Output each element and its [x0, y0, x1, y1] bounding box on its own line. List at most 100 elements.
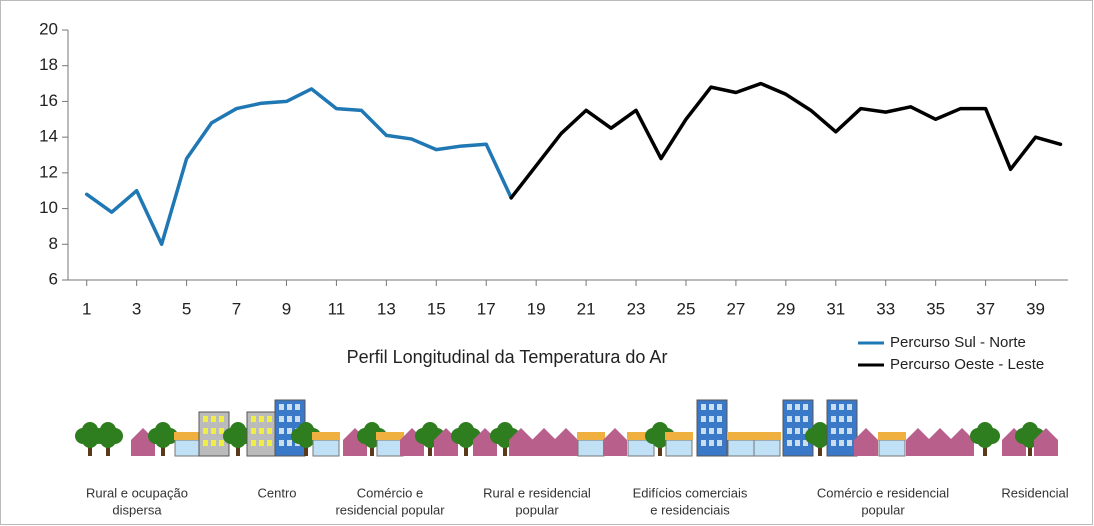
- y-tick-label: 6: [49, 269, 58, 288]
- window: [251, 440, 256, 446]
- zone-label: popular: [861, 502, 905, 517]
- window: [831, 440, 836, 446]
- shop-roof: [665, 432, 693, 440]
- shop: [666, 440, 692, 456]
- window: [267, 440, 272, 446]
- window: [831, 428, 836, 434]
- window: [709, 428, 714, 434]
- x-tick-label: 23: [627, 299, 646, 318]
- shop: [578, 440, 604, 456]
- shop: [313, 440, 339, 456]
- zone-label: Comércio e: [357, 485, 423, 500]
- x-tick-label: 19: [527, 299, 546, 318]
- window: [839, 404, 844, 410]
- window: [287, 428, 292, 434]
- window: [211, 440, 216, 446]
- zone-label: Comércio e residencial: [817, 485, 949, 500]
- window: [701, 416, 706, 422]
- window: [839, 416, 844, 422]
- window: [279, 416, 284, 422]
- window: [709, 440, 714, 446]
- window: [717, 440, 722, 446]
- window: [803, 416, 808, 422]
- tree-crown: [100, 432, 116, 448]
- window: [219, 416, 224, 422]
- x-tick-label: 39: [1026, 299, 1045, 318]
- window: [795, 416, 800, 422]
- y-tick-label: 14: [39, 127, 58, 146]
- window: [203, 416, 208, 422]
- x-tick-label: 5: [182, 299, 191, 318]
- y-tick-label: 16: [39, 91, 58, 110]
- window: [709, 404, 714, 410]
- window: [279, 428, 284, 434]
- tree-crown: [977, 432, 993, 448]
- zone-label: e residenciais: [650, 502, 730, 517]
- window: [847, 440, 852, 446]
- window: [847, 404, 852, 410]
- window: [287, 404, 292, 410]
- legend-label: Percurso Sul - Norte: [890, 334, 1026, 351]
- shop-roof: [577, 432, 605, 440]
- x-tick-label: 33: [876, 299, 895, 318]
- window: [287, 440, 292, 446]
- window: [701, 440, 706, 446]
- window: [701, 404, 706, 410]
- window: [203, 428, 208, 434]
- y-tick-label: 10: [39, 198, 58, 217]
- window: [219, 428, 224, 434]
- window: [251, 428, 256, 434]
- window: [795, 428, 800, 434]
- x-tick-label: 25: [677, 299, 696, 318]
- tree-crown: [812, 432, 828, 448]
- window: [831, 404, 836, 410]
- window: [259, 428, 264, 434]
- y-tick-label: 20: [39, 19, 58, 38]
- window: [267, 428, 272, 434]
- window: [267, 416, 272, 422]
- window: [831, 416, 836, 422]
- window: [251, 416, 256, 422]
- window: [803, 404, 808, 410]
- window: [259, 416, 264, 422]
- x-tick-label: 9: [282, 299, 291, 318]
- x-tick-label: 17: [477, 299, 496, 318]
- y-tick-label: 12: [39, 162, 58, 181]
- x-tick-label: 11: [328, 299, 346, 318]
- shop-roof: [878, 432, 906, 440]
- zone-label: Centro: [257, 485, 296, 500]
- window: [287, 416, 292, 422]
- x-tick-label: 13: [377, 299, 396, 318]
- tree-crown: [458, 432, 474, 448]
- shop-roof: [376, 432, 404, 440]
- window: [787, 416, 792, 422]
- window: [717, 428, 722, 434]
- x-tick-label: 1: [82, 299, 91, 318]
- zone-label: Residencial: [1001, 485, 1068, 500]
- x-tick-label: 15: [427, 299, 446, 318]
- window: [211, 428, 216, 434]
- shop-roof: [312, 432, 340, 440]
- window: [787, 404, 792, 410]
- x-tick-label: 27: [726, 299, 745, 318]
- shop: [754, 440, 780, 456]
- window: [787, 440, 792, 446]
- y-tick-label: 18: [39, 55, 58, 74]
- x-tick-label: 7: [232, 299, 241, 318]
- shop: [175, 440, 201, 456]
- window: [219, 440, 224, 446]
- window: [787, 428, 792, 434]
- x-tick-label: 21: [577, 299, 596, 318]
- window: [211, 416, 216, 422]
- shop-roof: [727, 432, 755, 440]
- x-tick-label: 29: [776, 299, 795, 318]
- window: [795, 404, 800, 410]
- shop-roof: [174, 432, 202, 440]
- window: [717, 416, 722, 422]
- zone-label: dispersa: [112, 502, 162, 517]
- zone-label: residencial popular: [335, 502, 445, 517]
- y-tick-label: 8: [49, 234, 58, 253]
- x-tick-label: 35: [926, 299, 945, 318]
- chart: Perfil Longitudinal da Temperatura do Ar…: [0, 0, 1094, 526]
- shop: [879, 440, 905, 456]
